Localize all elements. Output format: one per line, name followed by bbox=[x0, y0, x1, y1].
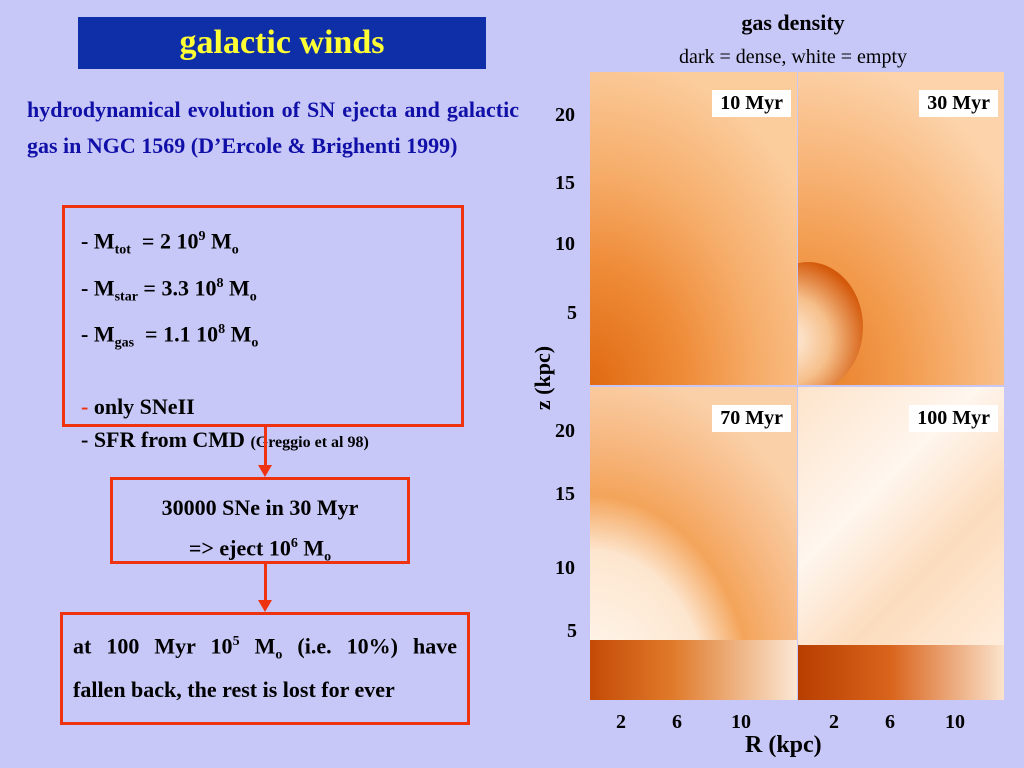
param-sneii: - only SNeII bbox=[81, 394, 195, 420]
y-axis-label: z (kpc) bbox=[530, 345, 555, 411]
x-axis-label: R (kpc) bbox=[745, 732, 822, 758]
x-tick-2-right: 2 bbox=[829, 711, 839, 733]
parameters-box: - Mtot = 2 109 Mo - Mstar = 3.3 108 Mo -… bbox=[62, 205, 464, 452]
x-tick-10-right: 10 bbox=[945, 711, 965, 733]
description-text: hydrodynamical evolution of SN ejecta an… bbox=[27, 97, 519, 158]
wind-bubble-30myr bbox=[798, 262, 863, 385]
y-tick-20-top: 20 bbox=[555, 104, 575, 126]
slide-title: galactic winds bbox=[179, 24, 385, 61]
panel-label-70myr: 70 Myr bbox=[712, 405, 791, 432]
y-tick-5-bottom: 5 bbox=[567, 620, 577, 642]
y-tick-20-bottom: 20 bbox=[555, 420, 575, 442]
x-tick-6-left: 6 bbox=[672, 711, 682, 733]
result-box: at 100 Myr 105 Mo (i.e. 10%) have fallen… bbox=[60, 612, 470, 725]
x-tick-2-left: 2 bbox=[616, 711, 626, 733]
arrow-head-1 bbox=[258, 465, 272, 477]
arrow-line-2 bbox=[264, 564, 267, 600]
param-m-gas: - Mgas = 1.1 108 Mo bbox=[81, 321, 259, 352]
panel-label-100myr: 100 Myr bbox=[909, 405, 998, 432]
panel-label-30myr: 30 Myr bbox=[919, 90, 998, 117]
y-tick-15-top: 15 bbox=[555, 172, 575, 194]
arrow-head-2 bbox=[258, 600, 272, 612]
sne-box: 30000 SNe in 30 Myr => eject 106 Mo bbox=[110, 477, 410, 565]
y-tick-10-top: 10 bbox=[555, 233, 575, 255]
density-panel-30myr: 30 Myr bbox=[798, 72, 1004, 385]
x-tick-6-right: 6 bbox=[885, 711, 895, 733]
param-m-star: - Mstar = 3.3 108 Mo bbox=[81, 275, 257, 305]
panel-label-10myr: 10 Myr bbox=[712, 90, 791, 117]
y-tick-10-bottom: 10 bbox=[555, 557, 575, 579]
param-m-tot: - Mtot = 2 109 Mo bbox=[81, 228, 239, 258]
param-sfr: - SFR from CMD (Greggio et al 98) bbox=[81, 427, 369, 453]
figure-subtitle: dark = dense, white = empty bbox=[678, 46, 908, 68]
y-tick-15-bottom: 15 bbox=[555, 483, 575, 505]
arrow-line-1 bbox=[264, 427, 267, 465]
figure-title: gas density bbox=[741, 10, 845, 35]
density-panel-100myr: 100 Myr bbox=[798, 387, 1004, 700]
y-tick-5-top: 5 bbox=[567, 302, 577, 324]
density-panel-10myr: 10 Myr bbox=[590, 72, 797, 385]
dense-gas-100myr bbox=[798, 645, 1004, 700]
dense-gas-70myr bbox=[590, 640, 797, 700]
result-text: at 100 Myr 105 Mo (i.e. 10%) have fallen… bbox=[73, 633, 463, 702]
sne-line-2: => eject 106 Mo bbox=[188, 535, 332, 565]
x-tick-10-left: 10 bbox=[731, 711, 751, 733]
density-panel-70myr: 70 Myr bbox=[590, 387, 797, 700]
title-banner: galactic winds bbox=[78, 17, 486, 69]
sne-line-1: 30000 SNe in 30 Myr bbox=[161, 495, 359, 520]
